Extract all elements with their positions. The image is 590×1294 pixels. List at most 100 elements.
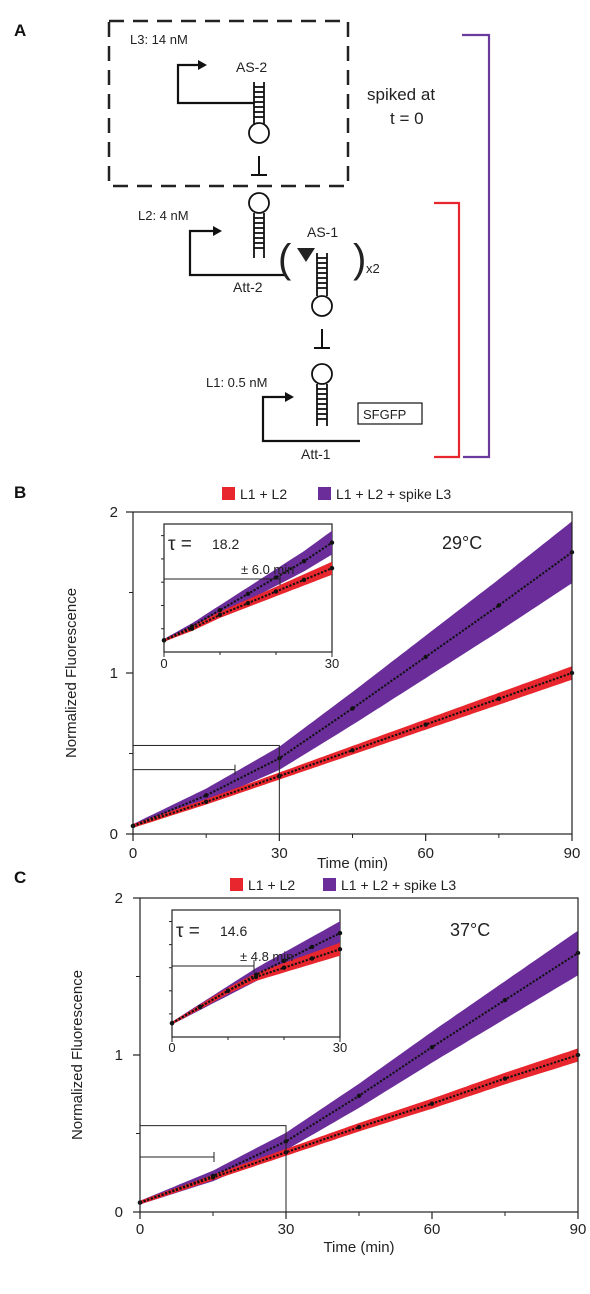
sfgfp-label: SFGFP: [363, 407, 406, 422]
panel-letter-c: C: [14, 868, 26, 887]
x-tick-label: 90: [570, 1221, 587, 1238]
inset-series-0-point-4: [273, 589, 279, 594]
l3-label: L3: 14 nM: [130, 32, 188, 47]
series-0-point-3: [350, 748, 355, 753]
inset-tau-value: 14.6: [220, 923, 247, 939]
legend-label-red: L1 + L2: [240, 486, 287, 502]
inset-series-1-point-6: [329, 540, 335, 545]
att2-label: Att-2: [233, 279, 263, 295]
y-axis-label: Normalized Fluorescence: [69, 970, 86, 1140]
inset-series-0-point-5: [301, 577, 307, 583]
inset-series-0-point-2: [217, 612, 223, 617]
y-axis-label: Normalized Fluorescence: [63, 588, 80, 758]
series-1-point-5: [496, 603, 502, 608]
inset-series-1-point-1: [189, 624, 195, 629]
x2-label: x2: [366, 261, 380, 276]
series-1-point-3: [350, 706, 355, 711]
att1-hairpin-icon: [311, 363, 333, 426]
inset-series-1-point-2: [225, 988, 231, 994]
inset-tau-symbol: τ =: [176, 921, 200, 942]
x-axis-label: Time (min): [317, 855, 388, 872]
inset-series-0-point-3: [245, 600, 251, 606]
zoom-region-box: [132, 744, 280, 835]
inset-x-tick-label: 0: [168, 1040, 175, 1055]
series-0-point-5: [502, 1076, 508, 1081]
y-tick-label: 0: [115, 1204, 123, 1221]
l1-label: L1: 0.5 nM: [206, 375, 267, 390]
inset-series-1-point-6: [337, 930, 343, 936]
inset-series-1-point-0: [161, 638, 167, 643]
legend-label-red: L1 + L2: [248, 877, 295, 893]
x-tick-label: 60: [424, 1221, 441, 1238]
legend-swatch-purple: [323, 878, 336, 891]
series-1-point-4: [423, 654, 428, 660]
series-0-point-4: [423, 722, 428, 727]
y-tick-label: 1: [110, 665, 118, 682]
legend-b: L1 + L2 L1 + L2 + spike L3: [222, 486, 451, 502]
legend-label-purple: L1 + L2 + spike L3: [341, 877, 456, 893]
purple-bracket: [462, 33, 491, 459]
inset-x-tick-label: 30: [333, 1040, 347, 1055]
inset-tau-symbol: τ =: [168, 534, 192, 555]
legend-c: L1 + L2 L1 + L2 + spike L3: [230, 877, 456, 893]
inset-series-1-point-5: [309, 944, 315, 950]
series-0-point-3: [356, 1125, 362, 1130]
inset-series-1-point-3: [245, 591, 251, 597]
x-tick-label: 30: [271, 845, 288, 862]
inset-series-0-point-6: [329, 566, 335, 571]
panel-letter-a: A: [14, 21, 26, 40]
sfgfp-box: [357, 402, 423, 425]
x-tick-label: 0: [136, 1221, 144, 1238]
spike-box: [107, 19, 350, 188]
as2-hairpin-icon: [248, 82, 270, 176]
temperature-annotation: 37°C: [450, 920, 490, 940]
y-tick-label: 2: [110, 504, 118, 521]
x-tick-label: 30: [278, 1221, 295, 1238]
y-tick-label: 0: [110, 826, 118, 843]
series-1-point-3: [356, 1093, 362, 1099]
inset-series-1-point-2: [217, 607, 223, 613]
inset-series-1-point-0: [169, 1020, 175, 1026]
as1-hairpin-icon: [311, 253, 333, 349]
inset-tau-value: 18.2: [212, 536, 239, 552]
paren-left: (: [278, 237, 292, 281]
inset-series-band-0: [172, 942, 340, 1025]
ribozyme-cleavage-icon: [297, 248, 315, 262]
legend-swatch-purple: [318, 487, 331, 500]
spike-text-line2: t = 0: [390, 109, 424, 128]
x-tick-label: 0: [129, 845, 137, 862]
panel-letter-b: B: [14, 483, 26, 502]
y-tick-label: 2: [115, 890, 123, 907]
inset-series-1-point-5: [301, 559, 307, 564]
as2-label: AS-2: [236, 59, 267, 75]
l2-label: L2: 4 nM: [138, 208, 189, 223]
red-bracket: [434, 201, 461, 459]
inset-x-tick-label: 30: [325, 656, 339, 671]
legend-swatch-red: [230, 878, 243, 891]
series-0-point-4: [429, 1101, 435, 1106]
x-axis-label: Time (min): [323, 1239, 394, 1256]
x-tick-label: 90: [564, 845, 581, 862]
inset-series-0-point-4: [281, 965, 287, 970]
chart-c: 0 30 60 90 0 1 2 Normalized Fluorescence Time (m…: [69, 890, 586, 1256]
legend-label-purple: L1 + L2 + spike L3: [336, 486, 451, 502]
zoom-region-box: [139, 1125, 287, 1213]
spike-text-line1: spiked at: [367, 85, 435, 104]
l3-promoter-icon: [176, 60, 255, 105]
series-1-point-1: [203, 793, 209, 798]
inset-series-0-point-5: [309, 956, 315, 961]
as1-label: AS-1: [307, 224, 338, 240]
inset-series-0-point-6: [337, 947, 343, 952]
series-band-0: [133, 666, 572, 828]
inset-tau-error: ± 6.0 min: [241, 562, 294, 577]
y-tick-label: 1: [115, 1047, 123, 1064]
inset-series-1-point-1: [197, 1004, 203, 1010]
legend-swatch-red: [222, 487, 235, 500]
inset-series-1-point-4: [281, 958, 287, 963]
temperature-annotation: 29°C: [442, 533, 482, 553]
chart-b: 0 30 60 90 0 1 2 Normalized Fluorescence Time (m…: [63, 504, 580, 872]
inset-series-1-point-3: [253, 972, 259, 977]
l1-promoter-icon: [261, 392, 360, 443]
inset-x-tick-label: 0: [160, 656, 167, 671]
